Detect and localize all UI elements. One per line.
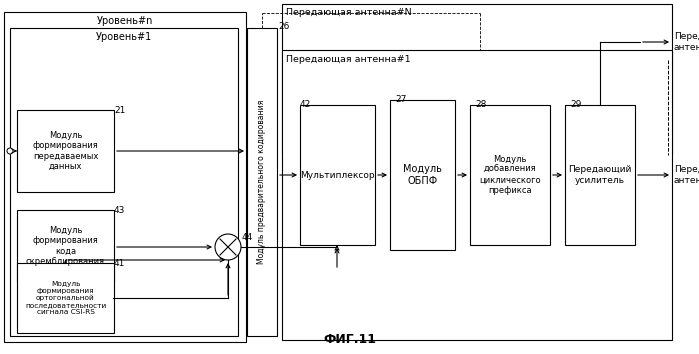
Text: 43: 43	[114, 206, 125, 215]
Bar	[300, 105, 375, 245]
Text: Модуль предварительного кодирования: Модуль предварительного кодирования	[257, 100, 266, 264]
Text: Модуль
формирования
ортогональной
последовательности
сигнала CSI-RS: Модуль формирования ортогональной послед…	[25, 281, 106, 315]
Text: 29: 29	[570, 100, 582, 109]
Circle shape	[215, 234, 241, 260]
Bar	[282, 50, 672, 340]
Text: 41: 41	[114, 259, 125, 268]
Text: Уровень#1: Уровень#1	[96, 32, 152, 42]
Bar	[247, 28, 277, 336]
Text: 26: 26	[278, 22, 289, 31]
Text: Передающая антенна#1: Передающая антенна#1	[286, 55, 410, 64]
Text: 27: 27	[395, 95, 406, 104]
Text: Модуль
ОБПФ: Модуль ОБПФ	[403, 164, 442, 186]
Text: Уровень#n: Уровень#n	[97, 16, 153, 26]
Bar	[17, 263, 114, 333]
Text: Передающий
усилитель: Передающий усилитель	[568, 165, 632, 185]
Circle shape	[7, 148, 13, 154]
Bar	[17, 110, 114, 192]
Text: 42: 42	[300, 100, 311, 109]
Text: Модуль
добавления
циклического
префикса: Модуль добавления циклического префикса	[480, 155, 541, 195]
Bar	[10, 28, 238, 336]
Text: 28: 28	[475, 100, 487, 109]
Bar	[565, 105, 635, 245]
Text: ФИГ.11: ФИГ.11	[323, 333, 376, 346]
Text: Передающая антенна#N: Передающая антенна#N	[286, 8, 412, 17]
Text: Мультиплексор: Мультиплексор	[300, 171, 375, 179]
Bar	[470, 105, 550, 245]
Text: Модуль
формирования
кода
скремблирования: Модуль формирования кода скремблирования	[26, 226, 105, 266]
Text: 44: 44	[242, 233, 253, 242]
Text: Передающая
антенна#1: Передающая антенна#1	[674, 165, 699, 185]
Bar	[282, 4, 672, 154]
Bar	[4, 12, 246, 342]
Text: Модуль
формирования
передаваемых
данных: Модуль формирования передаваемых данных	[33, 131, 99, 171]
Bar	[390, 100, 455, 250]
Text: Передающая
антенна#N: Передающая антенна#N	[674, 32, 699, 52]
Text: 21: 21	[114, 106, 125, 115]
Bar	[17, 210, 114, 282]
